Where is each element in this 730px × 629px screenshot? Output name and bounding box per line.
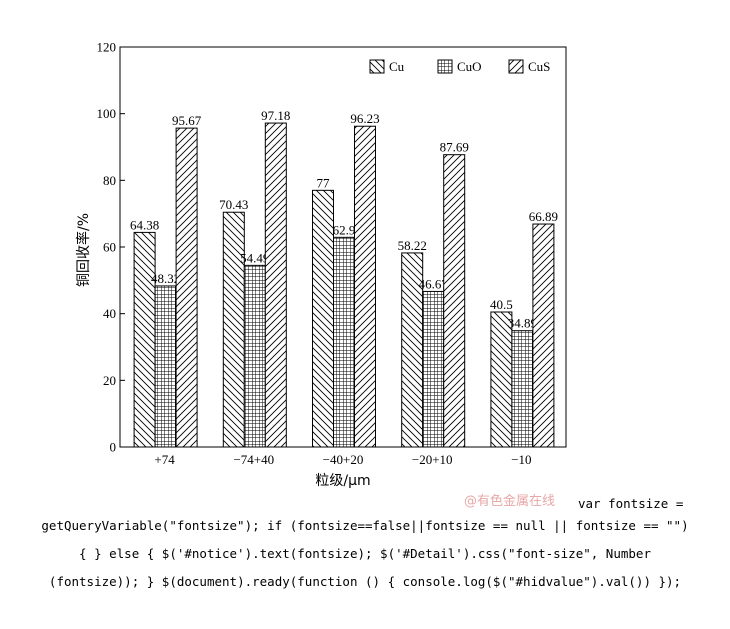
plot-area: 0 20 40 60 80 100 120 +74 64.38 48.32 95.67 −74+40 7… bbox=[97, 40, 567, 467]
bar-cu bbox=[133, 231, 156, 448]
x-tick-label: −10 bbox=[511, 452, 531, 467]
bar-cus bbox=[443, 154, 466, 448]
y-tick-label: 100 bbox=[97, 106, 117, 121]
watermark: @有色金属在线 bbox=[464, 494, 556, 509]
data-label: 40.5 bbox=[490, 297, 513, 312]
bar-cuo bbox=[333, 236, 355, 448]
data-label: 70.43 bbox=[219, 197, 248, 212]
bar-chart: 0 20 40 60 80 100 120 +74 64.38 48.32 95.67 −74+40 7… bbox=[75, 40, 567, 489]
code-line-2: getQueryVariable("fontsize"); if (fontsi… bbox=[41, 518, 689, 533]
bar-cus bbox=[264, 122, 287, 448]
y-tick-label: 60 bbox=[103, 240, 116, 255]
data-label: 62.9 bbox=[333, 222, 356, 237]
x-tick-label: +74 bbox=[154, 452, 175, 467]
bar-cuo bbox=[154, 285, 177, 448]
code-line-1: var fontsize = bbox=[578, 496, 684, 511]
bar-cu bbox=[222, 211, 245, 448]
legend-swatch-cu bbox=[369, 59, 385, 74]
bar-cuo bbox=[422, 290, 445, 448]
bar-cuo bbox=[511, 330, 534, 448]
data-label: 34.89 bbox=[508, 316, 537, 331]
data-label: 64.38 bbox=[130, 217, 159, 232]
y-axis-label: 铜回收率/% bbox=[75, 213, 92, 287]
bar-cus bbox=[175, 127, 198, 448]
x-tick-label: −74+40 bbox=[233, 452, 274, 467]
code-line-3: { } else { $('#notice').text(fontsize); … bbox=[79, 546, 651, 561]
y-tick-label: 40 bbox=[103, 306, 116, 321]
legend-swatch-cuo bbox=[437, 59, 453, 74]
data-label: 97.18 bbox=[261, 108, 290, 123]
y-tick-label: 0 bbox=[110, 440, 117, 455]
y-tick-label: 20 bbox=[103, 373, 116, 388]
data-label: 77 bbox=[317, 175, 331, 190]
x-axis-label: 粒级/μm bbox=[315, 473, 370, 489]
data-label: 58.22 bbox=[398, 238, 427, 253]
bar-cu bbox=[490, 311, 513, 448]
y-tick-label: 120 bbox=[97, 40, 117, 55]
data-label: 66.89 bbox=[529, 209, 558, 224]
x-tick-label: −40+20 bbox=[323, 452, 364, 467]
legend-swatch-cus bbox=[508, 59, 524, 74]
bar-cus bbox=[354, 125, 376, 448]
data-label: 87.69 bbox=[440, 140, 469, 155]
x-tick-label: −20+10 bbox=[412, 452, 453, 467]
y-tick-label: 80 bbox=[103, 173, 116, 188]
bar-cuo bbox=[243, 264, 266, 448]
data-label: 48.32 bbox=[151, 271, 180, 286]
data-label: 95.67 bbox=[172, 113, 202, 128]
legend-label-cuo: CuO bbox=[457, 59, 482, 74]
data-label: 96.23 bbox=[350, 111, 379, 126]
bar-cus bbox=[532, 223, 555, 448]
code-line-4: (fontsize)); } $(document).ready(functio… bbox=[48, 574, 682, 589]
bar-cu bbox=[312, 189, 334, 448]
legend-label-cu: Cu bbox=[389, 59, 405, 74]
legend-label-cus: CuS bbox=[528, 59, 550, 74]
data-label: 54.49 bbox=[240, 250, 269, 265]
data-label: 46.67 bbox=[419, 276, 449, 291]
